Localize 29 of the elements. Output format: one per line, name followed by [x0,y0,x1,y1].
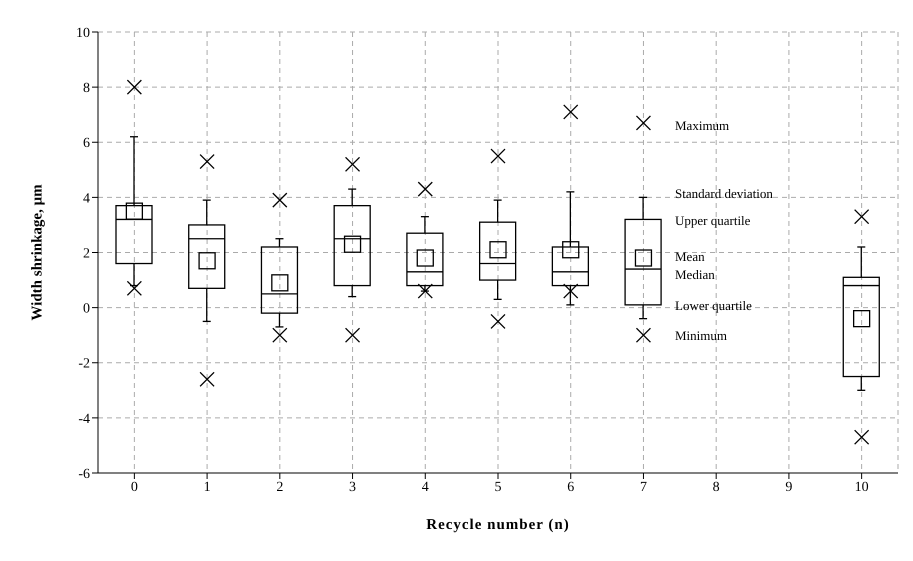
y-tick-label: -4 [78,412,90,427]
y-tick-label: 6 [83,136,90,152]
x-tick-label: 2 [276,480,284,495]
y-tick-label: 4 [83,191,90,206]
x-tick-label: 10 [854,480,869,495]
annotation: Standard deviation [675,186,773,202]
x-tick-label: 3 [349,480,356,495]
y-tick-label: 8 [83,81,90,96]
y-tick-label: 2 [83,246,90,262]
annotation: Median [675,267,715,283]
annotation: Mean [675,249,705,265]
annotation: Lower quartile [675,298,752,314]
annotation: Minimum [675,328,728,344]
y-axis-title: Width shrinkage, μm [29,184,46,321]
y-tick-label: 10 [76,26,90,41]
x-tick-label: 7 [640,480,647,495]
x-tick-label: 5 [494,480,502,495]
annotation: Upper quartile [675,213,750,229]
x-tick-label: 8 [712,480,720,495]
x-axis-title: Recycle number (n) [426,517,570,533]
x-tick-label: 0 [130,480,138,495]
x-tick-label: 6 [567,480,574,495]
x-tick-label: 1 [204,480,211,495]
x-tick-label: 9 [785,480,792,495]
annotation: Maximum [675,118,730,134]
y-tick-label: -6 [78,466,90,482]
y-tick-label: 0 [83,302,90,317]
y-tick-label: -2 [78,356,90,372]
x-tick-label: 4 [422,480,429,495]
